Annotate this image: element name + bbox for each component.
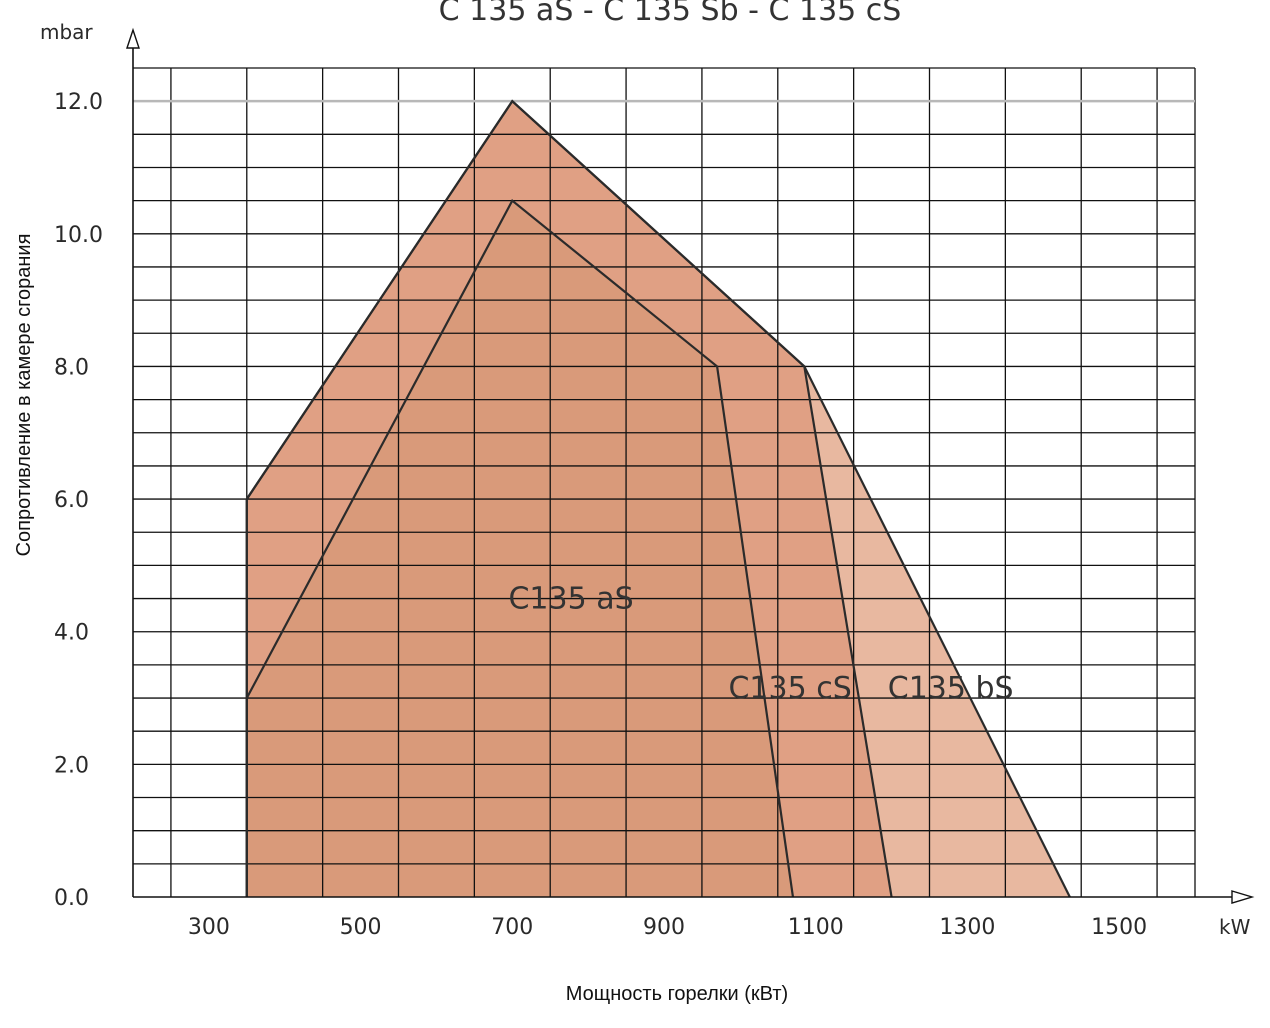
x-axis-arrow-icon — [1231, 890, 1255, 904]
chart-title: C 135 aS - C 135 Sb - C 135 cS — [439, 0, 902, 28]
series-outline-c135-as — [245, 198, 795, 898]
x-axis-title: Мощность горелки (кВт) — [566, 983, 788, 1005]
y-tick-label: 4.0 — [54, 621, 89, 646]
x-tick-label: 1300 — [939, 915, 995, 940]
x-tick-label: 700 — [491, 915, 533, 940]
series-label-c135-bs: C135 bS — [888, 671, 1014, 706]
x-tick-label: 900 — [643, 915, 685, 940]
y-tick-label: 6.0 — [54, 488, 89, 513]
y-unit-label: mbar — [40, 20, 93, 44]
x-tick-label: 1100 — [788, 915, 844, 940]
series-label-c135-cs: C135 cS — [728, 671, 851, 706]
chart-texts: C 135 aS - C 135 Sb - C 135 cS mbar kW 0.0 2… — [13, 0, 1251, 1005]
series-area-c135-as — [246, 200, 793, 897]
y-tick-label: 10.0 — [54, 223, 103, 248]
series-label-c135-as: C135 aS — [508, 582, 633, 617]
chart-grid — [133, 67, 1196, 897]
y-tick-label: 0.0 — [54, 886, 89, 911]
x-tick-label: 1500 — [1091, 915, 1147, 940]
y-tick-label: 12.0 — [54, 90, 103, 115]
x-tick-label: 500 — [340, 915, 382, 940]
chart-outlines — [245, 99, 1071, 898]
y-axis-arrow-icon — [126, 27, 140, 49]
x-unit-label: kW — [1219, 915, 1251, 939]
y-tick-label: 8.0 — [54, 355, 89, 380]
series-outline-c135-cs — [245, 99, 893, 898]
y-tick-label: 2.0 — [54, 753, 89, 778]
y-axis-title: Сопротивление в камере сгорания — [13, 234, 35, 557]
chart-axes — [126, 27, 1255, 904]
x-tick-label: 300 — [188, 915, 230, 940]
